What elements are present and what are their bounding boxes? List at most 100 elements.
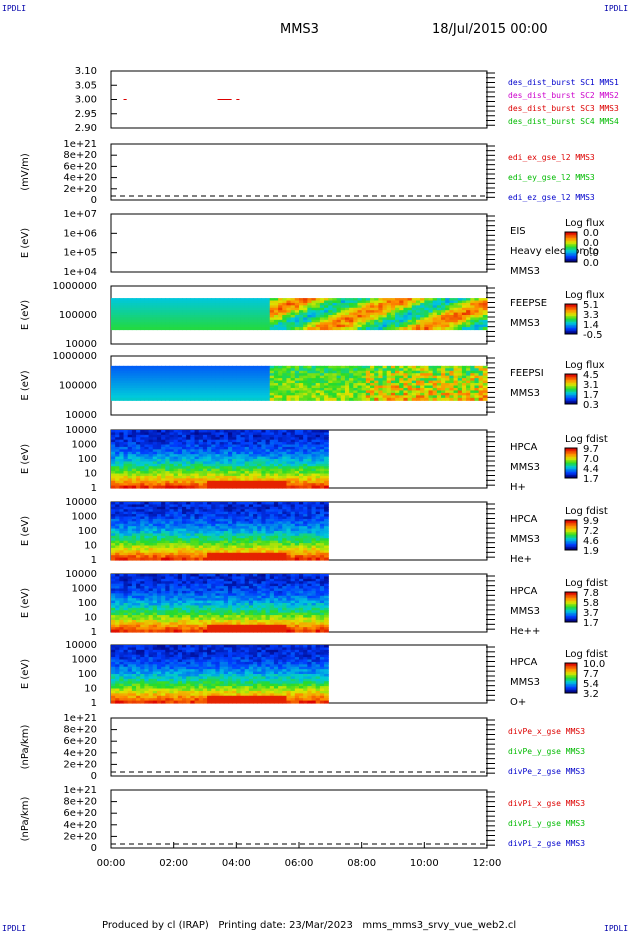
heatmap-cell	[294, 483, 300, 487]
heatmap-cell	[286, 430, 292, 434]
heatmap-cell	[432, 378, 438, 382]
heatmap-cell	[202, 463, 208, 467]
heatmap-cell	[177, 327, 183, 331]
heatmap-cell	[119, 543, 125, 547]
heatmap-cell	[182, 390, 187, 394]
heatmap-cell	[328, 373, 334, 377]
heatmap-cell	[265, 442, 271, 446]
heatmap-cell	[190, 317, 196, 321]
heatmap-cell	[165, 454, 171, 458]
heatmap-cell	[173, 385, 179, 389]
y-tick-label: 1e+04	[63, 267, 97, 278]
heatmap-cell	[211, 432, 217, 436]
heatmap-cell	[445, 307, 450, 311]
heatmap-cell	[131, 555, 137, 559]
heatmap-cell	[257, 319, 262, 323]
heatmap-cell	[148, 300, 154, 304]
heatmap-cell	[248, 511, 254, 515]
heatmap-cell	[186, 538, 191, 542]
heatmap-cell	[244, 516, 250, 520]
heatmap-cell	[165, 540, 171, 544]
heatmap-cell	[461, 397, 467, 401]
heatmap-cell	[478, 390, 484, 394]
heatmap-cell	[207, 523, 212, 527]
colorbar-swatch	[565, 393, 577, 396]
heatmap-cell	[190, 466, 196, 470]
heatmap-cell	[111, 397, 116, 401]
heatmap-cell	[211, 509, 217, 513]
heatmap-cell	[169, 521, 175, 525]
heatmap-cell	[161, 383, 166, 387]
heatmap-cell	[428, 392, 434, 396]
heatmap-cell	[123, 521, 129, 525]
heatmap-cell	[127, 365, 133, 369]
heatmap-cell	[127, 483, 133, 487]
heatmap-cell	[223, 547, 229, 551]
heatmap-cell	[161, 319, 166, 323]
heatmap-cell	[399, 305, 405, 309]
heatmap-cell	[223, 552, 229, 556]
heatmap-cell	[461, 390, 467, 394]
heatmap-cell	[140, 298, 146, 302]
heatmap-cell	[265, 310, 271, 314]
heatmap-cell	[227, 387, 233, 392]
heatmap-cell	[415, 378, 421, 382]
heatmap-cell	[152, 327, 158, 331]
heatmap-cell	[244, 480, 250, 484]
heatmap-cell	[269, 555, 275, 559]
y-tick-label: 3.00	[75, 95, 97, 106]
heatmap-cell	[136, 373, 141, 377]
heatmap-cell	[248, 531, 254, 535]
heatmap-cell	[211, 385, 217, 389]
heatmap-cell	[169, 543, 175, 547]
heatmap-cell	[198, 387, 204, 392]
heatmap-cell	[370, 390, 375, 394]
heatmap-cell	[173, 514, 179, 518]
heatmap-cell	[278, 395, 283, 399]
heatmap-cell	[173, 521, 179, 525]
heatmap-cell	[182, 378, 187, 382]
heatmap-cell	[286, 466, 292, 470]
heatmap-cell	[311, 392, 317, 396]
heatmap-cell	[370, 380, 375, 384]
heatmap-cell	[365, 327, 371, 331]
heatmap-cell	[148, 298, 154, 302]
heatmap-cell	[344, 305, 350, 309]
heatmap-cell	[307, 449, 313, 453]
heatmap-cell	[232, 446, 237, 450]
heatmap-cell	[278, 461, 283, 465]
heatmap-cell	[386, 327, 392, 331]
heatmap-cell	[194, 526, 200, 530]
heatmap-cell	[123, 483, 129, 487]
heatmap-cell	[236, 545, 242, 549]
heatmap-cell	[169, 533, 175, 537]
heatmap-cell	[273, 543, 279, 547]
heatmap-cell	[232, 466, 237, 470]
heatmap-cell	[269, 526, 275, 530]
heatmap-cell	[156, 446, 162, 450]
heatmap-cell	[144, 466, 150, 470]
heatmap-cell	[169, 483, 175, 487]
heatmap-cell	[253, 523, 258, 527]
heatmap-cell	[420, 373, 425, 377]
heatmap-cell	[474, 307, 480, 311]
heatmap-cell	[428, 319, 434, 323]
heatmap-cell	[119, 552, 125, 556]
heatmap-cell	[190, 550, 196, 554]
heatmap-cell	[232, 378, 237, 382]
heatmap-cell	[123, 397, 129, 401]
heatmap-cell	[111, 437, 116, 441]
heatmap-cell	[353, 319, 359, 323]
heatmap-cell	[161, 550, 166, 554]
heatmap-cell	[119, 305, 125, 309]
heatmap-cell	[136, 449, 141, 453]
heatmap-cell	[269, 307, 275, 311]
heatmap-cell	[265, 456, 271, 460]
heatmap-cell	[211, 461, 217, 465]
heatmap-cell	[269, 545, 275, 549]
heatmap-cell	[403, 383, 409, 387]
colorbar-swatch	[565, 396, 577, 399]
heatmap-cell	[273, 506, 279, 510]
heatmap-cell	[248, 324, 254, 328]
heatmap-cell	[131, 461, 137, 465]
